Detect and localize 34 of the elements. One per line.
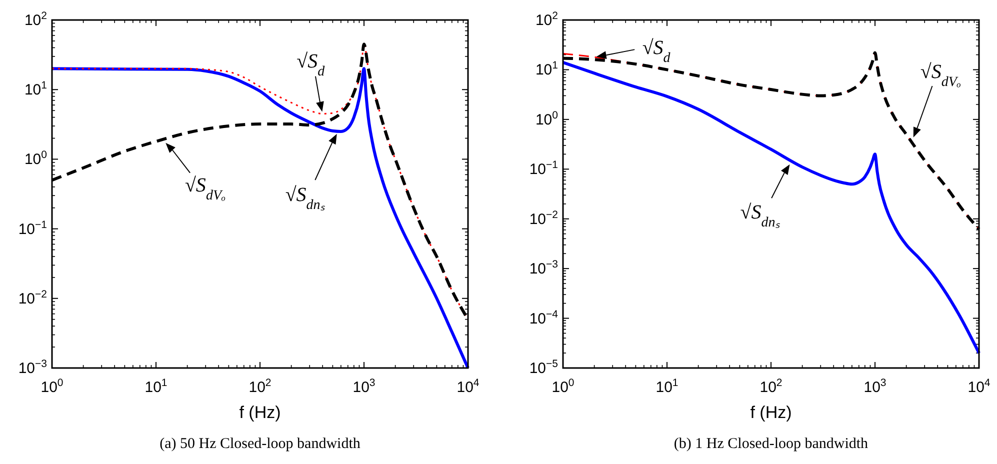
y-tick-label: 10$^{−3}$ <box>529 258 558 278</box>
y-tick-label: 10$^{−2}$ <box>18 288 48 308</box>
x-axis-title: f (Hz) <box>239 403 281 422</box>
annotation: √S$_{d}$ <box>296 50 326 80</box>
y-tick-label: 10$^{2}$ <box>535 10 558 29</box>
y-tick-label: 10$^{−4}$ <box>529 308 558 328</box>
x-tick-label: 10$^{1}$ <box>144 377 168 396</box>
annotation: √S$_{dnₛ}$ <box>285 184 326 213</box>
y-tick-label: 10$^{0}$ <box>535 109 558 128</box>
y-tick-label: 10$^{−1}$ <box>18 218 48 238</box>
annotation: √S$_{dVₒ}$ <box>184 174 226 203</box>
x-tick-label: 10$^{3}$ <box>352 377 376 396</box>
x-tick-label: 10$^{3}$ <box>864 377 886 396</box>
text: (b) 1 Hz Closed-loop bandwidth <box>674 436 869 452</box>
y-tick-label: 10$^{−1}$ <box>529 159 558 178</box>
x-tick-label: 10$^{4}$ <box>968 377 990 396</box>
annotation: √S$_{dVₒ}$ <box>920 61 961 90</box>
x-tick-label: 10$^{2}$ <box>248 377 272 396</box>
y-tick-label: 10$^{−3}$ <box>18 358 48 377</box>
y-tick-label: 10$^{2}$ <box>24 10 48 29</box>
x-tick-label: 10$^{2}$ <box>760 377 782 396</box>
annotation: √S$_{dnₛ}$ <box>740 202 780 230</box>
x-tick-label: 10$^{0}$ <box>40 377 64 396</box>
y-tick-label: 10$^{1}$ <box>24 80 48 99</box>
y-tick-label: 10$^{−2}$ <box>529 208 558 228</box>
y-tick-label: 10$^{1}$ <box>535 60 558 79</box>
annotation: √S$_{d}$ <box>642 37 672 66</box>
x-tick-label: 10$^{4}$ <box>456 377 480 396</box>
x-tick-label: 10$^{1}$ <box>656 377 678 396</box>
y-tick-label: 10$^{0}$ <box>24 149 48 168</box>
y-tick-label: 10$^{−5}$ <box>529 358 558 377</box>
text: (a) 50 Hz Closed-loop bandwidth <box>160 436 361 452</box>
x-tick-label: 10$^{0}$ <box>552 377 574 396</box>
x-axis-title: f (Hz) <box>750 403 792 422</box>
